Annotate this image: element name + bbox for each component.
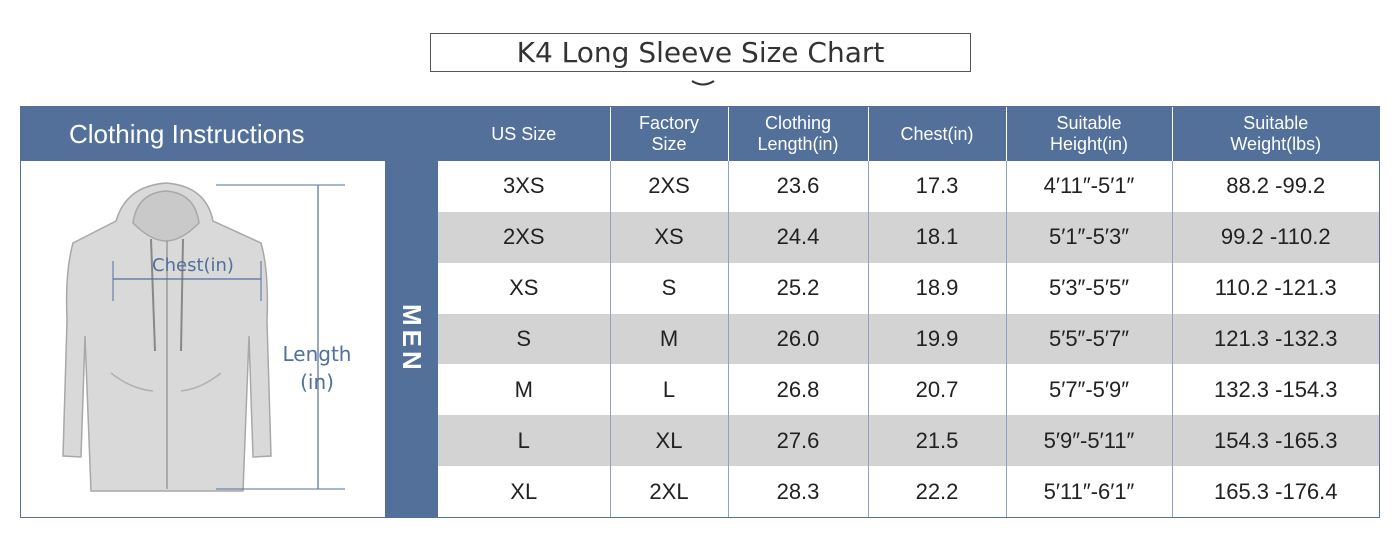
table-cell: 18.1: [867, 211, 1006, 263]
table-cell: 5′5″-5′7″: [1005, 313, 1172, 365]
column-header-line: Factory: [638, 113, 699, 133]
size-table: US Size Factory Size Clothing Length(in) Ches…: [438, 107, 1379, 517]
table-cell: 24.4: [727, 211, 868, 263]
column-header: Suitable Weight(lbs): [1171, 107, 1379, 161]
table-cell: 19.9: [867, 313, 1006, 365]
column-header-line: Chest(in): [900, 123, 974, 144]
column-header-line: Length(in): [757, 134, 839, 154]
table-cell: XL: [609, 415, 728, 467]
column-header-line: Height(in): [1049, 134, 1129, 154]
table-header-row: US Size Factory Size Clothing Length(in) Ches…: [438, 107, 1379, 161]
table-cell: 20.7: [867, 364, 1006, 416]
table-row: L XL 27.6 21.5 5′9″-5′11″ 154.3 -165.3: [438, 415, 1379, 467]
table-row: 3XS 2XS 23.6 17.3 4′11″-5′1″ 88.2 -99.2: [438, 161, 1379, 212]
table-cell: 154.3 -165.3: [1171, 415, 1379, 467]
tilde-decoration: [691, 80, 715, 86]
table-cell: 18.9: [867, 262, 1006, 314]
table-cell: 2XL: [609, 466, 728, 517]
page-title: K4 Long Sleeve Size Chart: [430, 33, 971, 72]
hoodie-illustration: Chest(in) Length (in): [62, 182, 352, 492]
table-row: XL 2XL 28.3 22.2 5′11″-6′1″ 165.3 -176.4: [438, 466, 1379, 517]
column-header: US Size: [438, 107, 610, 161]
table-cell: S: [609, 262, 728, 314]
table-cell: 28.3: [727, 466, 868, 517]
column-header: Chest(in): [867, 107, 1006, 161]
table-cell: 17.3: [867, 161, 1006, 212]
table-cell: 110.2 -121.3: [1171, 262, 1379, 314]
table-cell: 5′9″-5′11″: [1005, 415, 1172, 467]
table-cell: 21.5: [867, 415, 1006, 467]
table-row: XS S 25.2 18.9 5′3″-5′5″ 110.2 -121.3: [438, 262, 1379, 314]
table-cell: 99.2 -110.2: [1171, 211, 1379, 263]
table-cell: 26.0: [727, 313, 868, 365]
table-row: 2XS XS 24.4 18.1 5′1″-5′3″ 99.2 -110.2: [438, 211, 1379, 263]
table-cell: XS: [438, 262, 610, 314]
table-cell: 22.2: [867, 466, 1006, 517]
table-cell: S: [438, 313, 610, 365]
table-cell: XL: [438, 466, 610, 517]
column-header: Clothing Length(in): [727, 107, 868, 161]
column-header-line: Clothing: [764, 113, 832, 133]
table-cell: 4′11″-5′1″: [1005, 161, 1172, 212]
table-cell: XS: [609, 211, 728, 263]
instructions-heading: Clothing Instructions: [21, 107, 438, 161]
column-header-line: US Size: [491, 123, 557, 144]
table-cell: L: [609, 364, 728, 416]
length-label-line1: Length: [283, 342, 352, 366]
table-cell: 5′3″-5′5″: [1005, 262, 1172, 314]
table-cell: 23.6: [727, 161, 868, 212]
table-cell: M: [438, 364, 610, 416]
table-cell: 25.2: [727, 262, 868, 314]
chest-label: Chest(in): [152, 255, 234, 276]
column-header-line: Weight(lbs): [1230, 134, 1322, 154]
column-header-line: Suitable: [1056, 113, 1122, 133]
table-cell: 5′1″-5′3″: [1005, 211, 1172, 263]
table-cell: 165.3 -176.4: [1171, 466, 1379, 517]
table-cell: 2XS: [438, 211, 610, 263]
section-label-band: MEN: [385, 161, 438, 517]
table-row: S M 26.0 19.9 5′5″-5′7″ 121.3 -132.3: [438, 313, 1379, 365]
column-header: Suitable Height(in): [1005, 107, 1172, 161]
table-cell: 2XS: [609, 161, 728, 212]
table-cell: L: [438, 415, 610, 467]
table-cell: 26.8: [727, 364, 868, 416]
table-cell: 27.6: [727, 415, 868, 467]
table-cell: 5′11″-6′1″: [1005, 466, 1172, 517]
table-cell: 5′7″-5′9″: [1005, 364, 1172, 416]
table-cell: M: [609, 313, 728, 365]
table-cell: 3XS: [438, 161, 610, 212]
column-header-line: Suitable: [1243, 113, 1309, 133]
table-row: M L 26.8 20.7 5′7″-5′9″ 132.3 -154.3: [438, 364, 1379, 416]
length-label-line2: (in): [300, 370, 334, 394]
table-cell: 132.3 -154.3: [1171, 364, 1379, 416]
column-header-line: Size: [651, 134, 687, 154]
column-header: Factory Size: [609, 107, 728, 161]
table-cell: 88.2 -99.2: [1171, 161, 1379, 212]
section-label: MEN: [397, 304, 427, 374]
size-chart-frame: [20, 106, 1380, 518]
table-cell: 121.3 -132.3: [1171, 313, 1379, 365]
